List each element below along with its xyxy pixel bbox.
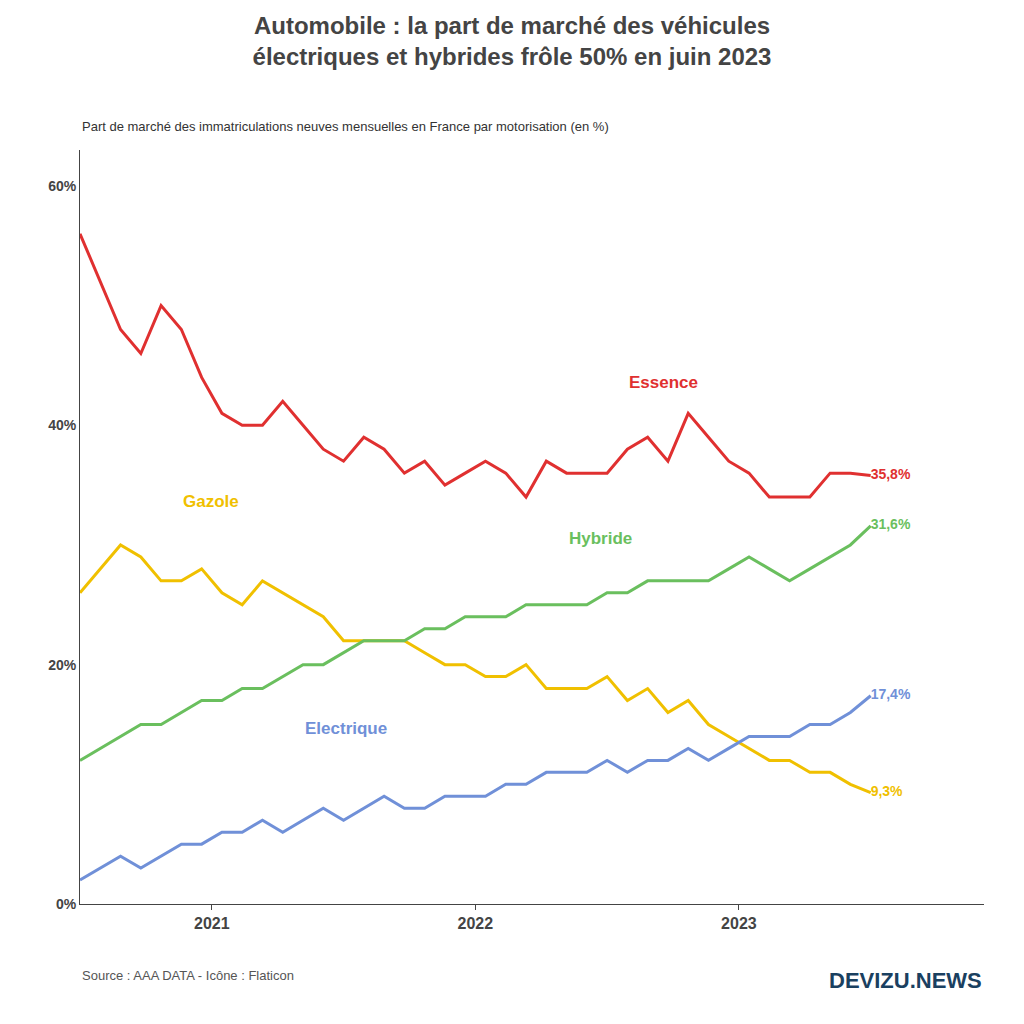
svg-text:2022: 2022	[458, 915, 494, 932]
svg-text:Essence: Essence	[629, 373, 698, 392]
svg-text:2023: 2023	[721, 915, 757, 932]
svg-text:17,4%: 17,4%	[871, 686, 911, 702]
svg-text:Part de marché des immatricula: Part de marché des immatriculations neuv…	[82, 119, 609, 134]
svg-text:9,3%: 9,3%	[871, 783, 903, 799]
svg-text:Hybride: Hybride	[569, 529, 632, 548]
svg-text:Electrique: Electrique	[305, 719, 387, 738]
svg-text:31,6%: 31,6%	[871, 516, 911, 532]
svg-text:60%: 60%	[48, 178, 77, 194]
svg-text:DEVIZU.NEWS: DEVIZU.NEWS	[829, 968, 982, 993]
svg-text:2021: 2021	[194, 915, 230, 932]
svg-text:20%: 20%	[48, 657, 77, 673]
svg-text:35,8%: 35,8%	[871, 466, 911, 482]
svg-text:40%: 40%	[48, 417, 77, 433]
svg-text:Source : AAA DATA - Icône : Fl: Source : AAA DATA - Icône : Flaticon	[82, 968, 294, 983]
svg-text:Automobile : la part de marché: Automobile : la part de marché des véhic…	[253, 12, 772, 70]
svg-text:Gazole: Gazole	[183, 492, 239, 511]
svg-text:0%: 0%	[56, 896, 77, 912]
